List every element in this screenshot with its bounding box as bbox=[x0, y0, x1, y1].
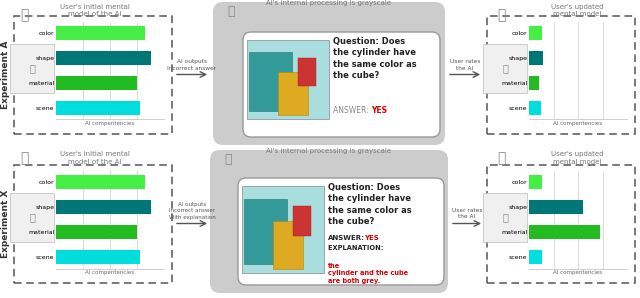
Text: User's initial mental
model of the AI: User's initial mental model of the AI bbox=[60, 4, 130, 18]
Bar bbox=[529, 175, 541, 189]
Bar bbox=[529, 225, 600, 239]
Bar bbox=[529, 76, 539, 90]
X-axis label: AI compentencies: AI compentencies bbox=[85, 121, 134, 126]
Bar bbox=[529, 200, 583, 214]
Bar bbox=[56, 76, 137, 90]
X-axis label: AI compentencies: AI compentencies bbox=[554, 121, 603, 126]
Bar bbox=[56, 26, 145, 40]
Text: 🤖: 🤖 bbox=[224, 153, 232, 166]
Bar bbox=[247, 40, 329, 119]
Bar bbox=[242, 186, 324, 273]
FancyBboxPatch shape bbox=[213, 2, 445, 145]
Text: ANSWER:: ANSWER: bbox=[328, 235, 365, 241]
Text: 🤖: 🤖 bbox=[502, 212, 508, 223]
FancyBboxPatch shape bbox=[238, 178, 444, 285]
Bar bbox=[56, 200, 151, 214]
Bar bbox=[14, 164, 172, 283]
Bar bbox=[56, 175, 145, 189]
Text: 👤: 👤 bbox=[497, 151, 505, 165]
Bar bbox=[529, 250, 541, 264]
FancyBboxPatch shape bbox=[243, 32, 440, 137]
Bar bbox=[56, 51, 151, 65]
Text: YES: YES bbox=[364, 235, 379, 241]
X-axis label: AI compentencies: AI compentencies bbox=[554, 270, 603, 275]
Text: EXPLANATION:: EXPLANATION: bbox=[328, 245, 386, 251]
Text: Experiment A: Experiment A bbox=[1, 40, 10, 109]
Text: Question: Does
the cylinder have
the same color as
the cube?: Question: Does the cylinder have the sam… bbox=[328, 183, 412, 226]
Text: User's updated
mental model: User's updated mental model bbox=[551, 4, 604, 18]
Text: 🤖: 🤖 bbox=[29, 63, 35, 74]
Text: the
cylinder and the cube
are both grey.: the cylinder and the cube are both grey. bbox=[328, 263, 408, 284]
Text: 👤: 👤 bbox=[20, 8, 28, 22]
Text: 🤖: 🤖 bbox=[502, 63, 508, 74]
Bar bbox=[56, 225, 137, 239]
Text: 👤: 👤 bbox=[497, 8, 505, 22]
Bar bbox=[56, 101, 140, 115]
Text: 🤖: 🤖 bbox=[29, 212, 35, 223]
Bar bbox=[56, 250, 140, 264]
Text: Question: Does
the cylinder have
the same color as
the cube?: Question: Does the cylinder have the sam… bbox=[333, 37, 417, 80]
Bar bbox=[244, 199, 287, 264]
Text: AI outputs
Incorrect answer
With explanation: AI outputs Incorrect answer With explana… bbox=[168, 202, 216, 220]
FancyBboxPatch shape bbox=[210, 150, 448, 293]
Bar bbox=[487, 15, 635, 134]
Bar bbox=[529, 101, 541, 115]
Bar bbox=[529, 51, 543, 65]
Text: User rates
the AI: User rates the AI bbox=[450, 59, 480, 71]
X-axis label: AI compentencies: AI compentencies bbox=[85, 270, 134, 275]
Text: ANSWER:: ANSWER: bbox=[333, 106, 371, 115]
Text: AI's internal processing is grayscale: AI's internal processing is grayscale bbox=[266, 148, 392, 154]
Bar bbox=[293, 206, 311, 236]
Text: 🤖: 🤖 bbox=[227, 5, 235, 18]
Bar bbox=[14, 15, 172, 134]
Text: AI's internal processing is grayscale: AI's internal processing is grayscale bbox=[266, 0, 392, 6]
Bar bbox=[278, 72, 308, 115]
Text: AI outputs
Incorrect answer: AI outputs Incorrect answer bbox=[168, 59, 216, 71]
Bar bbox=[298, 58, 316, 86]
Text: User's updated
mental model: User's updated mental model bbox=[551, 151, 604, 164]
Bar bbox=[487, 164, 635, 283]
Text: YES: YES bbox=[371, 106, 387, 115]
Text: User rates
the AI: User rates the AI bbox=[452, 208, 483, 220]
Bar bbox=[529, 26, 541, 40]
Bar bbox=[249, 52, 292, 111]
Text: 👤: 👤 bbox=[20, 151, 28, 165]
Bar bbox=[273, 221, 303, 269]
Text: User's initial mental
model of the AI: User's initial mental model of the AI bbox=[60, 151, 130, 164]
Text: Experiment X: Experiment X bbox=[1, 189, 10, 258]
